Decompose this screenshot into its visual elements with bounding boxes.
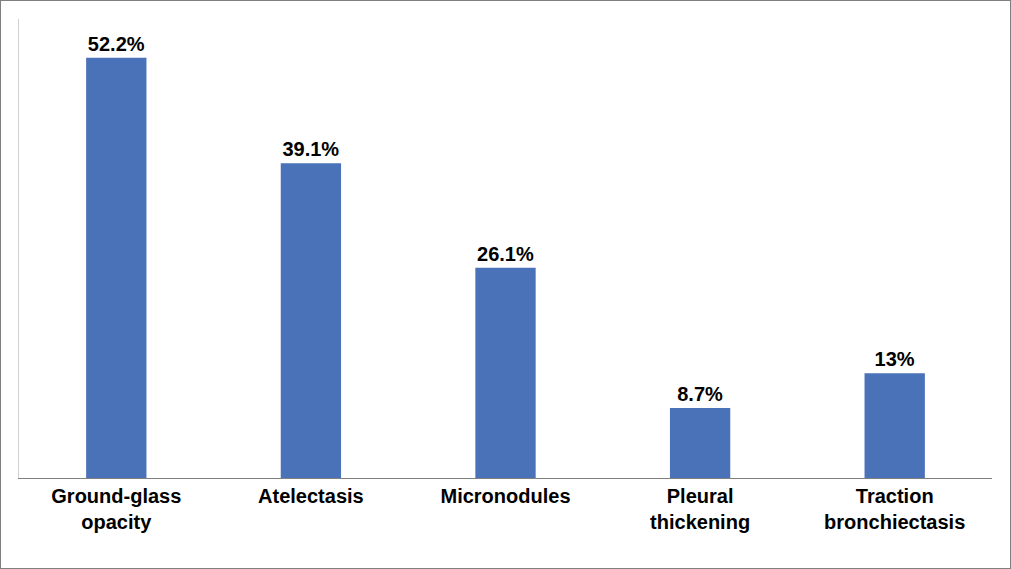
svg-text:Atelectasis: Atelectasis	[258, 485, 364, 507]
svg-text:26.1%: 26.1%	[477, 243, 534, 265]
svg-text:13%: 13%	[875, 348, 915, 370]
svg-text:Pleuralthickening: Pleuralthickening	[650, 485, 750, 533]
svg-text:8.7%: 8.7%	[677, 383, 723, 405]
svg-text:Ground-glassopacity: Ground-glassopacity	[51, 485, 181, 533]
svg-text:52.2%: 52.2%	[88, 33, 145, 55]
svg-text:Micronodules: Micronodules	[440, 485, 570, 507]
svg-text:39.1%: 39.1%	[282, 138, 339, 160]
svg-text:Tractionbronchiectasis: Tractionbronchiectasis	[824, 485, 965, 533]
